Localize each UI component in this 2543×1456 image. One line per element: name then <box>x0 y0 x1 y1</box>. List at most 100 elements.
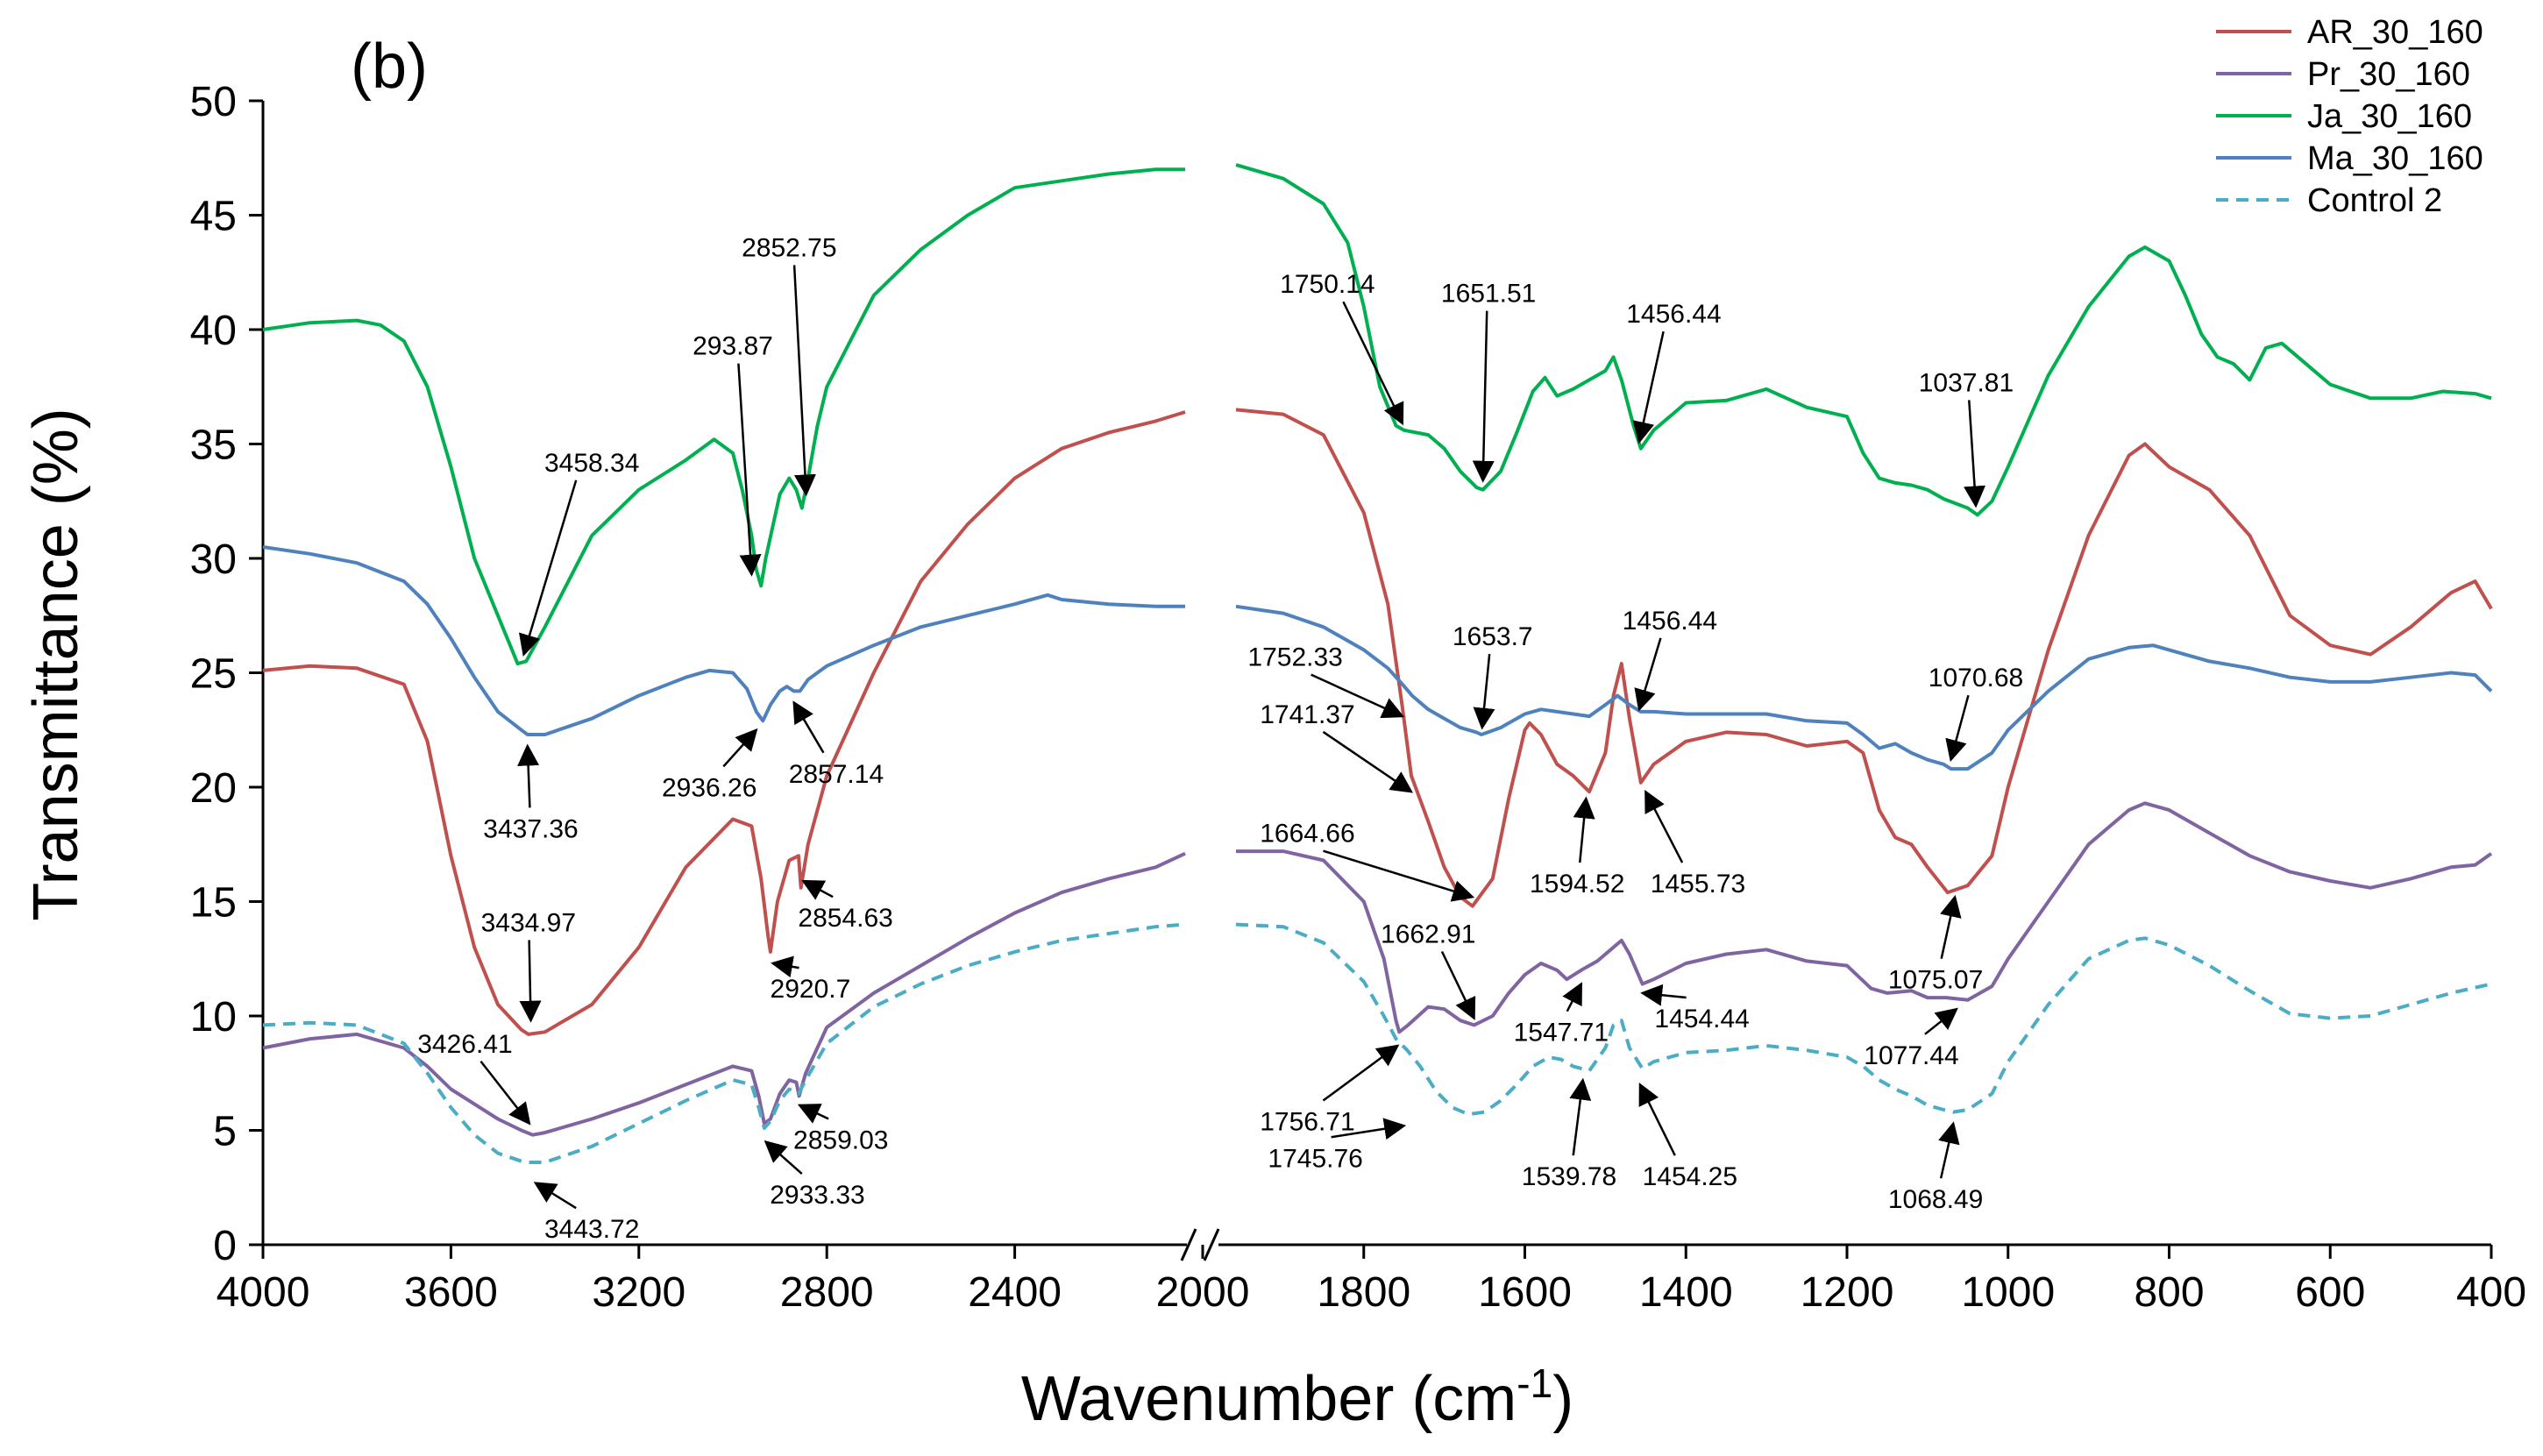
legend: AR_30_160 Pr_30_160 Ja_30_160 Ma_30_160 Cont… <box>2216 14 2483 219</box>
annotation-label: 1456.44 <box>1626 300 1721 329</box>
annotation-label: 1454.44 <box>1654 1005 1749 1033</box>
annotation-label: 1662.91 <box>1381 920 1475 948</box>
annotation-label: 2920.7 <box>771 975 851 1004</box>
annotation-label: 2859.03 <box>793 1126 888 1154</box>
annotation-arrow <box>771 955 799 978</box>
annotation-arrow <box>517 743 540 808</box>
annotation-arrow <box>792 265 816 497</box>
annotation-arrow <box>1938 1121 1960 1179</box>
annotation-label: 1741.37 <box>1260 700 1354 729</box>
series-line-ar-30-160-right <box>1235 408 2493 908</box>
annotation-arrow <box>1473 654 1495 730</box>
annotation-label: 2933.33 <box>770 1181 864 1210</box>
y-tick-label: 15 <box>190 880 237 927</box>
x-tick-label: 1400 <box>1639 1269 1733 1316</box>
annotation-label: 1077.44 <box>1864 1041 1958 1070</box>
axis-break-mark-1 <box>1180 1228 1197 1261</box>
x-tick-label: 2000 <box>1156 1269 1250 1316</box>
annotation-label: 1756.71 <box>1260 1108 1354 1137</box>
axis-break-mark-2 <box>1203 1228 1220 1261</box>
annotation-arrow <box>518 479 578 657</box>
annotation-arrow <box>1634 637 1662 712</box>
panel-label: (b) <box>351 32 428 102</box>
annotation-arrow <box>1472 310 1495 483</box>
annotation-arrow <box>1562 982 1582 1012</box>
x-tick-label: 1000 <box>1961 1269 2055 1316</box>
annotation-label: 2936.26 <box>662 773 757 802</box>
legend-label: Control 2 <box>2307 182 2442 219</box>
series-line-pr-30-160-right <box>1236 801 2493 1034</box>
x-tick-label: 400 <box>2456 1269 2526 1316</box>
annotation-arrow <box>1322 730 1414 793</box>
annotation-label: 3426.41 <box>417 1030 512 1059</box>
annotation-label: 1750.14 <box>1280 270 1374 299</box>
y-tick-label: 50 <box>190 79 237 125</box>
annotation-arrow <box>792 700 825 754</box>
x-tick-label: 600 <box>2295 1269 2365 1316</box>
annotation-label: 1455.73 <box>1651 870 1745 898</box>
y-tick-label: 0 <box>213 1223 237 1269</box>
annotation-label: 1651.51 <box>1441 280 1536 309</box>
y-tick-label: 25 <box>190 651 237 698</box>
annotation-arrow <box>764 1140 803 1175</box>
annotation-label: 2857.14 <box>789 760 884 789</box>
x-axis-title-close: ) <box>1552 1364 1573 1434</box>
y-tick-label: 20 <box>190 765 237 812</box>
annotation-arrow <box>1569 1077 1592 1156</box>
series-line-ja-30-160-right <box>1235 163 2492 517</box>
annotation-arrow <box>722 728 758 768</box>
series-line-control-2-left <box>262 922 1186 1164</box>
annotation-arrow <box>1964 400 1986 508</box>
annotation-label: 1594.52 <box>1530 870 1624 898</box>
x-tick-label: 2400 <box>968 1269 1062 1316</box>
annotation-label: 3434.97 <box>481 908 576 937</box>
series-group <box>262 163 2493 1164</box>
annotation-arrow <box>1945 694 1970 763</box>
y-tick-label: 5 <box>213 1109 237 1155</box>
y-tick-label: 40 <box>190 308 237 354</box>
annotation-label: 1070.68 <box>1929 664 2023 692</box>
legend-label: Ma_30_160 <box>2307 140 2483 177</box>
y-tick-label: 35 <box>190 423 237 469</box>
annotation-label: 1456.44 <box>1623 607 1717 636</box>
annotation-arrow <box>479 1060 531 1126</box>
series-line-ar-30-160-left <box>262 410 1186 1036</box>
x-tick-label: 2800 <box>780 1269 874 1316</box>
annotation-arrow <box>797 1104 829 1124</box>
x-axis-title-sup: -1 <box>1517 1360 1552 1406</box>
annotation-label: 2854.63 <box>798 904 892 933</box>
annotations-group: 3458.34 293.87 2852.75 3437.36 2936.26 2857.1… <box>417 233 2023 1244</box>
annotation-arrow <box>1638 1083 1676 1156</box>
annotation-arrow <box>519 940 542 1023</box>
annotation-label: 1037.81 <box>1919 368 2014 397</box>
annotation-arrow <box>1331 1118 1407 1140</box>
annotation-arrow <box>1440 950 1476 1020</box>
annotation-arrow <box>1311 673 1405 719</box>
annotation-label: 3458.34 <box>544 449 639 478</box>
annotation-arrow <box>1322 1044 1400 1102</box>
annotation-label: 1752.33 <box>1247 643 1342 672</box>
y-tick-label: 10 <box>190 994 237 1041</box>
series-line-control-2-right <box>1235 922 2492 1117</box>
legend-label: Pr_30_160 <box>2307 56 2470 93</box>
annotation-arrow <box>1924 1007 1958 1035</box>
annotation-label: 1539.78 <box>1522 1162 1616 1191</box>
legend-label: AR_30_160 <box>2307 14 2483 51</box>
annotation-label: 1075.07 <box>1888 966 1983 995</box>
series-line-pr-30-160-left <box>262 851 1186 1137</box>
annotation-label: 1454.25 <box>1643 1162 1737 1191</box>
series-line-ma-30-160-right <box>1235 604 2493 771</box>
annotation-arrow <box>1644 789 1684 863</box>
x-axis-title: Wavenumber (cm-1) <box>1021 1360 1573 1434</box>
x-tick-label: 3600 <box>404 1269 498 1316</box>
annotation-arrow <box>1323 849 1475 902</box>
annotation-arrow <box>533 1182 577 1210</box>
annotation-label: 2852.75 <box>742 233 836 262</box>
annotation-label: 1745.76 <box>1268 1144 1362 1173</box>
axes-group: 0 5 10 15 20 25 30 35 40 45 50 4000 3600 3200 2800 2400… <box>190 79 2526 1316</box>
x-tick-label: 3200 <box>592 1269 685 1316</box>
annotation-label: 3443.72 <box>544 1215 639 1244</box>
annotation-arrow <box>1573 796 1595 863</box>
